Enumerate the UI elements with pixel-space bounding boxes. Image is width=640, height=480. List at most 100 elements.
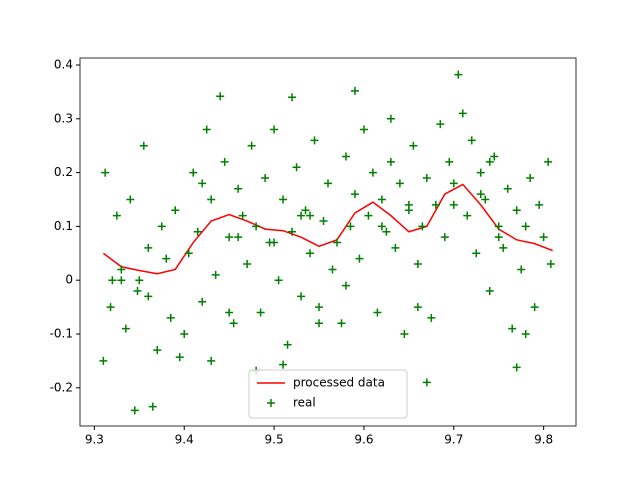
point [332,238,341,247]
point [350,86,359,95]
legend-marker [267,399,275,407]
point [404,200,413,209]
point [171,206,180,215]
point [198,179,207,188]
x-tick-label: 9.5 [265,433,284,447]
point [306,249,315,258]
point [180,330,189,338]
point [391,243,400,252]
legend-box [248,369,408,419]
point [315,319,324,328]
point [476,190,485,199]
point [292,163,301,172]
point [144,292,153,301]
point [413,303,422,312]
point [364,211,373,220]
point [481,195,490,204]
point [346,222,355,231]
point [148,402,157,411]
point [225,308,234,317]
point [328,265,337,274]
point [157,222,166,231]
point [283,340,292,349]
point [517,265,526,274]
point [99,356,108,365]
point [184,249,193,258]
point [476,168,485,177]
y-tick-label: 0.2 [54,165,73,179]
point [494,222,503,231]
point [431,200,440,209]
point [135,276,144,285]
point [512,363,521,372]
point [229,319,238,328]
point [117,276,126,285]
point [449,200,458,209]
point [126,195,135,204]
point [112,211,121,220]
point [530,303,539,312]
point [422,378,431,387]
y-tick-label: 0 [65,273,73,287]
point [297,292,306,301]
point [499,243,508,252]
point [400,330,409,338]
point [162,254,171,263]
point [427,313,436,322]
point [449,179,458,188]
point [377,195,386,204]
point [377,222,386,231]
point [288,227,297,236]
point [544,157,553,166]
point [153,346,162,355]
point [234,233,243,242]
point [189,168,198,177]
point [306,211,315,220]
point [207,356,216,365]
point [359,125,368,134]
axes-frame [79,57,577,427]
point [166,313,175,322]
point [355,254,364,263]
point [368,168,377,177]
point [139,141,148,150]
point [108,276,117,285]
point [503,184,512,193]
point [526,173,535,182]
point [341,152,350,161]
point [458,109,467,118]
point [225,233,234,242]
point [315,303,324,312]
point [101,168,110,177]
line [102,183,553,275]
point [386,157,395,166]
point [216,92,225,101]
point [133,286,142,295]
point [324,179,332,188]
point [261,173,270,182]
point [440,233,449,242]
y-tick-label: -0.2 [50,380,73,394]
point [243,260,252,269]
x-tick-label: 9.7 [444,433,463,447]
point [310,136,319,145]
point [234,184,243,193]
point [467,136,476,145]
point [106,303,115,312]
point [319,217,328,226]
y-tick-label: 0.3 [54,111,73,125]
point [472,249,481,258]
point [175,353,184,362]
point [494,233,503,242]
point [117,265,126,274]
point [202,125,211,134]
y-tick-label: 0.4 [54,57,73,71]
point [270,238,279,247]
x-tick-label: 9.3 [85,433,104,447]
legend-label: processed data [293,376,385,390]
x-tick-label: 9.4 [175,433,194,447]
y-tick-label: 0.1 [54,219,73,233]
point [297,211,306,220]
point [445,157,454,166]
